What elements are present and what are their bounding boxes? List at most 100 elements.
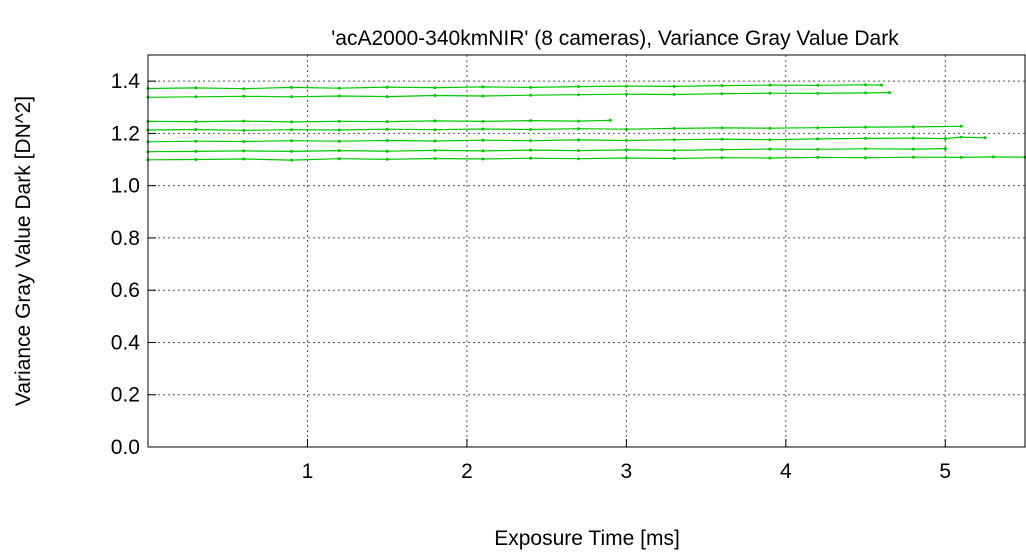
data-point	[720, 148, 724, 152]
data-point	[577, 127, 580, 131]
data-point	[385, 139, 389, 142]
data-point	[385, 95, 389, 99]
data-point	[624, 148, 628, 152]
grid	[148, 55, 1025, 447]
data-point	[816, 137, 820, 141]
data-point	[768, 91, 772, 95]
x-tick-labels: 1 2 3 4 5	[302, 460, 952, 483]
data-point	[672, 84, 676, 88]
data-point	[624, 84, 628, 88]
data-point	[481, 94, 485, 98]
data-point	[290, 149, 293, 153]
series-line	[147, 84, 882, 90]
data-point	[577, 138, 580, 142]
data-point	[959, 155, 963, 159]
data-point	[385, 149, 389, 153]
data-point	[290, 158, 293, 162]
data-point	[385, 85, 389, 89]
y-tick-label: 0.8	[111, 227, 140, 250]
series-line	[147, 92, 890, 98]
data-point	[864, 91, 867, 95]
data-point	[481, 138, 485, 142]
data-point	[529, 128, 533, 131]
data-point	[720, 84, 724, 88]
data-point	[194, 139, 198, 143]
y-tick-labels: 0.0 0.2 0.4 0.6 0.8 1.0 1.2 1.4	[111, 70, 141, 459]
data-point	[337, 119, 341, 123]
y-tick-label: 1.2	[111, 122, 140, 145]
data-point	[816, 91, 820, 95]
data-point	[816, 155, 820, 159]
data-point	[880, 83, 883, 87]
series-3	[146, 118, 612, 124]
x-tick-label: 1	[302, 460, 314, 483]
data-point	[864, 125, 867, 129]
x-tick-label: 5	[939, 460, 951, 483]
data-point	[433, 94, 437, 97]
data-point	[720, 156, 724, 160]
y-axis-label: Variance Gray Value Dark [DN^2]	[12, 96, 35, 406]
data-point	[242, 157, 246, 161]
data-point	[864, 156, 867, 160]
data-point	[991, 155, 995, 159]
y-tick-label: 0.6	[111, 279, 140, 302]
data-point	[768, 83, 772, 87]
data-point	[337, 86, 341, 90]
x-tick-label: 3	[621, 460, 633, 483]
data-point	[242, 128, 246, 132]
data-point	[672, 157, 676, 160]
data-point	[481, 149, 485, 153]
data-point	[943, 147, 947, 151]
ticks	[148, 80, 946, 448]
data-point	[194, 86, 198, 90]
data-point	[337, 139, 341, 143]
data-point	[911, 125, 915, 129]
data-point	[337, 128, 341, 132]
data-point	[911, 155, 915, 159]
data-point	[624, 139, 628, 142]
y-tick-label: 0.4	[111, 331, 141, 354]
data-point	[529, 93, 533, 97]
x-tick-label: 4	[780, 460, 792, 483]
series-2	[146, 91, 891, 99]
data-point	[481, 85, 485, 89]
data-point	[194, 120, 198, 124]
data-point	[433, 128, 437, 132]
data-point	[290, 120, 293, 124]
data-point	[768, 147, 772, 151]
data-point	[433, 148, 437, 152]
data-point	[529, 119, 533, 123]
data-point	[433, 86, 437, 90]
series-5	[146, 135, 987, 144]
data-point	[242, 140, 246, 143]
data-point	[720, 92, 724, 96]
data-point	[672, 126, 676, 130]
data-point	[983, 136, 987, 140]
data-point	[577, 119, 580, 123]
data-point	[433, 157, 437, 160]
data-point	[624, 127, 628, 131]
data-point	[385, 120, 389, 124]
data-point	[911, 136, 915, 140]
series-6	[146, 147, 947, 154]
x-tick-label: 2	[461, 460, 473, 483]
data-point	[529, 148, 533, 152]
data-point	[385, 157, 389, 161]
data-point	[768, 156, 772, 160]
data-point	[577, 149, 580, 153]
data-point	[672, 93, 676, 96]
data-point	[290, 139, 293, 143]
data-point	[385, 127, 389, 131]
data-point	[888, 91, 891, 95]
data-point	[290, 128, 293, 132]
data-point	[529, 85, 533, 89]
data-point	[720, 126, 724, 130]
data-point	[194, 128, 198, 131]
series-4	[146, 124, 963, 132]
plot-frame	[147, 54, 1026, 448]
series-line	[147, 136, 986, 143]
data-point	[768, 138, 772, 142]
series-line	[147, 119, 611, 123]
data-point	[433, 119, 437, 123]
data-point	[911, 147, 915, 151]
